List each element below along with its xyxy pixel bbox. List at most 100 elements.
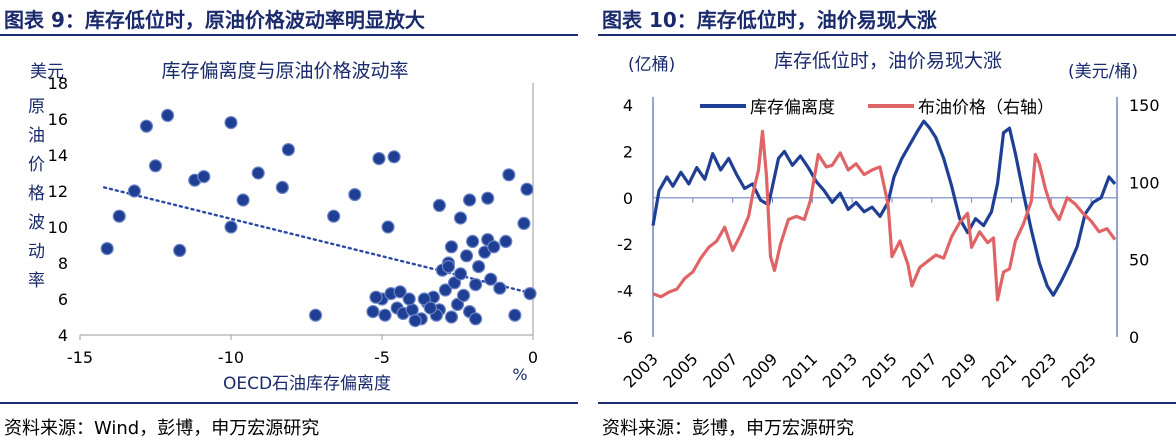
scatter-point (366, 305, 380, 319)
left-tick-label: 4 (623, 96, 633, 115)
scatter-point (148, 159, 163, 173)
left-tick-label: -6 (617, 328, 633, 347)
scatter-point (453, 211, 468, 225)
source-rule (0, 402, 578, 404)
x-tick-label: 2017 (898, 349, 940, 391)
x-axis-unit: % (512, 365, 527, 384)
y-tick-label: 16 (48, 110, 68, 129)
x-tick-label: 0 (528, 348, 538, 367)
figure-source: 资料来源：彭博，申万宏源研究 (602, 418, 854, 439)
figure-10-panel: 图表 10：库存低位时，油价易现大涨 库存低位时，油价易现大涨 (亿桶) (美元/桶… (598, 0, 1176, 448)
y-tick-label: 6 (58, 290, 68, 309)
scatter-point (348, 188, 362, 202)
scatter-point (493, 281, 507, 295)
x-tick-label: 2005 (659, 349, 701, 391)
scatter-point (139, 119, 154, 133)
scatter-point (173, 243, 187, 257)
y-tick-label: 4 (58, 326, 68, 345)
scatter-point (444, 310, 459, 324)
y-axis-unit: 美元 (30, 62, 64, 82)
scatter-point (387, 150, 401, 164)
scatter-point (517, 216, 531, 230)
right-tick-label: 0 (1129, 328, 1139, 347)
scatter-point (197, 170, 211, 184)
x-tick-label: 2019 (938, 349, 980, 391)
x-tick-label: 2009 (739, 349, 781, 391)
left-axis-unit: (亿桶) (628, 55, 675, 75)
scatter-point (502, 168, 516, 182)
scatter-point (432, 198, 446, 212)
x-tick-label: 2023 (1018, 349, 1060, 391)
y-tick-label: 10 (48, 218, 68, 237)
scatter-point (481, 191, 495, 205)
left-tick-label: -4 (617, 282, 633, 301)
x-tick-label: 2003 (620, 349, 662, 391)
scatter-point (417, 292, 431, 306)
title-rule (0, 34, 578, 36)
y-axis-label-char: 格 (28, 184, 45, 204)
scatter-point (453, 267, 468, 281)
scatter-point (466, 234, 480, 248)
scatter-point (456, 288, 471, 302)
scatter-point (423, 301, 437, 315)
scatter-point (484, 272, 498, 286)
scatter-point (520, 182, 534, 196)
scatter-point (508, 308, 522, 322)
scatter-point (127, 184, 141, 198)
scatter-point (251, 166, 265, 180)
scatter-point (462, 193, 477, 207)
x-tick-label: -15 (67, 348, 93, 367)
left-tick-label: 2 (623, 142, 633, 161)
scatter-point (372, 152, 386, 166)
scatter-point (160, 108, 175, 123)
chart-title: 库存低位时，油价易现大涨 (774, 50, 1002, 72)
series-line (652, 129, 1117, 302)
y-axis-label-char: 动 (28, 242, 45, 262)
x-tick-label: 2013 (819, 349, 861, 391)
x-tick-label: 2007 (699, 349, 741, 391)
figure-9-panel: 图表 9：库存低位时，原油价格波动率明显放大 库存偏离度与原油价格波动率 美元原油… (0, 0, 578, 448)
scatter-point (405, 303, 419, 317)
scatter-point (327, 209, 341, 223)
figure-source: 资料来源：Wind，彭博，申万宏源研究 (4, 418, 320, 439)
title-rule (598, 34, 1176, 36)
figure-title: 图表 10：库存低位时，油价易现大涨 (602, 8, 937, 32)
scatter-point (438, 283, 453, 297)
right-tick-label: 50 (1129, 251, 1149, 270)
scatter-point (523, 287, 537, 301)
series-line (651, 119, 1117, 297)
scatter-point (393, 285, 407, 299)
right-tick-label: 150 (1129, 96, 1160, 115)
scatter-point (281, 143, 295, 157)
x-tick-label: 2011 (779, 349, 821, 391)
left-tick-label: 0 (623, 189, 633, 208)
scatter-point (236, 193, 250, 207)
scatter-point (459, 249, 474, 263)
y-axis-label-char: 价 (28, 155, 45, 175)
scatter-point (224, 115, 238, 130)
scatter-point (369, 290, 383, 304)
right-tick-label: 100 (1129, 173, 1160, 192)
scatter-point (408, 314, 422, 328)
right-axis-unit: (美元/桶) (1068, 62, 1138, 82)
scatter-point (224, 220, 238, 234)
y-axis-label-char: 波 (28, 213, 45, 233)
y-tick-label: 18 (48, 74, 68, 93)
left-tick-label: -2 (617, 235, 633, 254)
x-tick-label: 2025 (1058, 349, 1100, 391)
scatter-point (378, 308, 392, 322)
scatter-point (472, 260, 486, 274)
scatter-point (275, 180, 289, 194)
source-rule (598, 402, 1176, 404)
x-axis-title: OECD石油库存偏离度 (223, 374, 391, 394)
scatter-point (381, 220, 395, 234)
scatter-point (447, 276, 462, 290)
scatter-point (441, 260, 456, 274)
scatter-point (402, 292, 416, 306)
x-tick-label: 2021 (978, 349, 1020, 391)
legend-label: 库存偏离度 (750, 98, 835, 118)
y-axis-label-char: 原 (28, 97, 45, 117)
chart-title: 库存偏离度与原油价格波动率 (161, 60, 408, 82)
scatter-point (100, 242, 114, 256)
